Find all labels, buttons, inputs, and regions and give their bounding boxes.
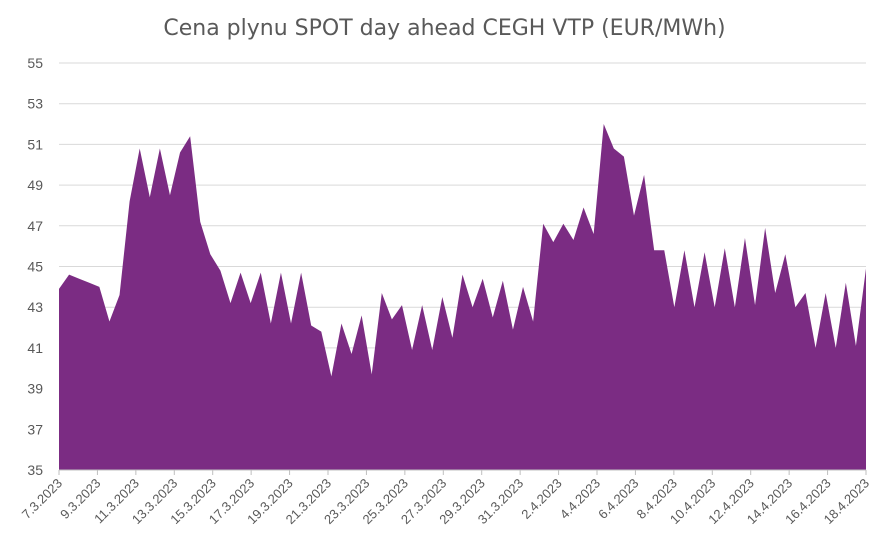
y-tick-label: 43 [27, 299, 43, 315]
series-area [59, 124, 866, 471]
y-tick-label: 55 [27, 55, 43, 71]
y-tick-label: 39 [27, 381, 43, 397]
y-tick-label: 41 [27, 340, 43, 356]
y-tick-label: 53 [27, 96, 43, 112]
y-tick-label: 37 [27, 421, 43, 437]
y-tick-label: 49 [27, 177, 43, 193]
chart-title: Cena plynu SPOT day ahead CEGH VTP (EUR/… [163, 16, 726, 41]
x-tick-label: 2.4.2023 [518, 476, 564, 522]
x-tick-label: 7.3.2023 [19, 476, 65, 522]
y-tick-label: 45 [27, 259, 43, 275]
x-tick-label: 6.4.2023 [595, 476, 641, 522]
y-tick-label: 51 [27, 136, 43, 152]
y-tick-label: 35 [27, 462, 43, 478]
y-tick-label: 47 [27, 218, 43, 234]
x-tick-label: 4.4.2023 [557, 476, 603, 522]
